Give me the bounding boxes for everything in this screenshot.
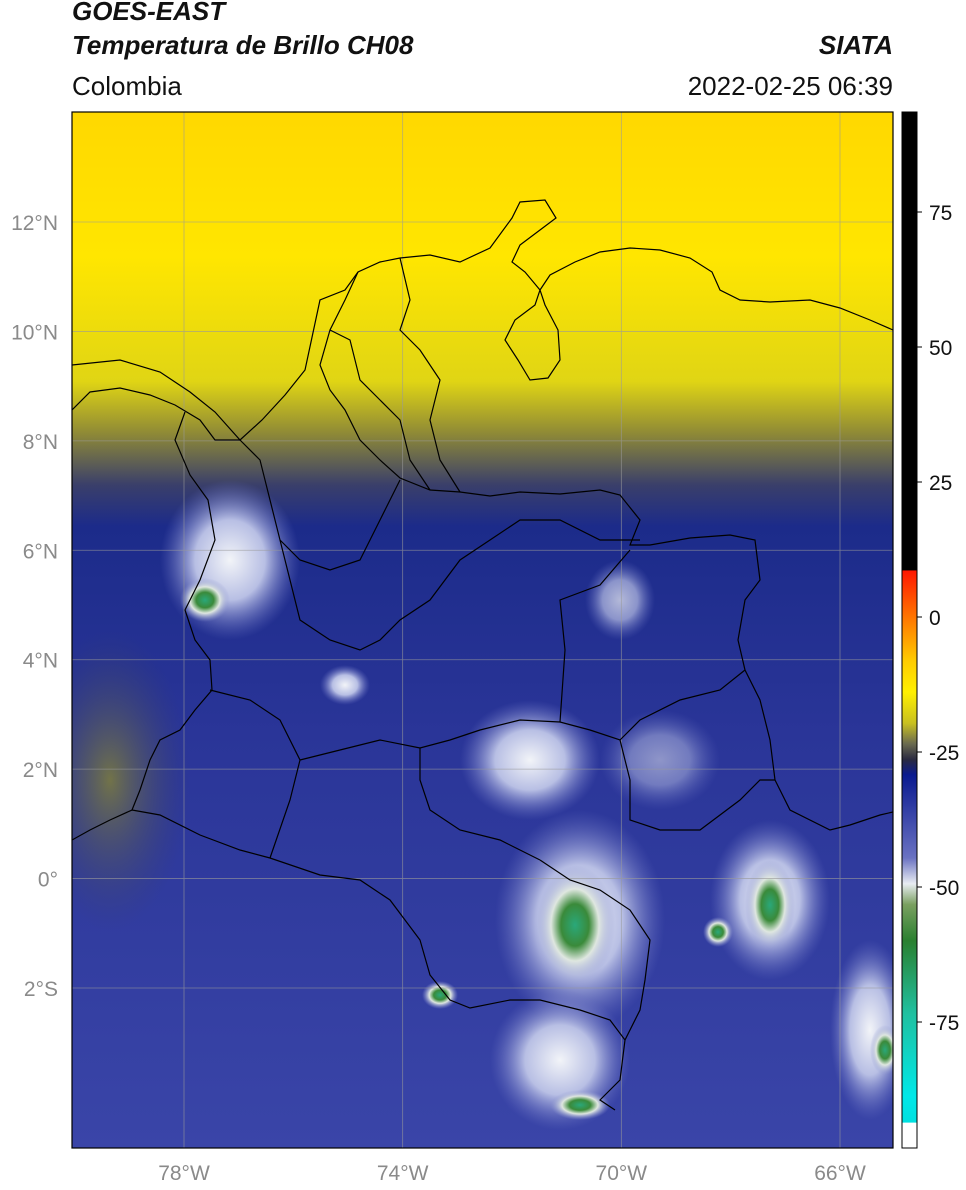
colorbar-tick-label: 50 bbox=[929, 337, 952, 360]
internal-departments-4 bbox=[299, 669, 746, 761]
internal-departments-7 bbox=[619, 739, 775, 831]
colorbar bbox=[901, 111, 918, 1149]
internal-departments-3 bbox=[209, 689, 301, 859]
coastline-caribbean bbox=[72, 199, 893, 441]
border-panama-colombia bbox=[72, 387, 240, 441]
lat-tick-label: 0° bbox=[38, 869, 58, 892]
colorbar-tick-label: 75 bbox=[929, 202, 952, 225]
latitude-labels: 12°N 10°N 8°N 6°N 4°N 2°N 0° 2°S bbox=[11, 212, 58, 1001]
map-frame bbox=[71, 111, 894, 1149]
internal-departments-5 bbox=[419, 748, 541, 861]
internal-departments-2 bbox=[279, 519, 640, 651]
border-colombia-ecuador-peru bbox=[131, 809, 626, 1111]
lon-tick-label: 78°W bbox=[158, 1162, 210, 1185]
region-label: Colombia bbox=[72, 71, 182, 101]
lon-tick-label: 70°W bbox=[596, 1162, 648, 1185]
internal-departments-1 bbox=[239, 439, 401, 571]
lon-tick-label: 74°W bbox=[377, 1162, 429, 1185]
lat-tick-label: 6°N bbox=[23, 540, 58, 563]
lon-tick-label: 66°W bbox=[814, 1162, 866, 1185]
colorbar-tick-label: -25 bbox=[929, 742, 959, 765]
brightness-temperature-field bbox=[72, 112, 893, 1148]
title-line-1: GOES-EAST bbox=[72, 0, 226, 26]
lat-tick-label: 10°N bbox=[11, 321, 58, 344]
colorbar-tick-label: -75 bbox=[929, 1012, 959, 1035]
border-colombia-venezuela bbox=[319, 271, 893, 831]
colorbar-tick-label: 0 bbox=[929, 607, 941, 630]
timestamp: 2022-02-25 06:39 bbox=[687, 71, 893, 101]
internal-departments-8 bbox=[329, 329, 431, 491]
title-line-2: Temperatura de Brillo CH08 bbox=[72, 30, 414, 60]
colorbar-ticks: 75 50 25 0 -25 -50 -75 bbox=[917, 202, 959, 1035]
lat-tick-label: 2°S bbox=[24, 978, 58, 1001]
graticule bbox=[72, 112, 893, 1148]
border-colombia-brazil bbox=[539, 859, 651, 1041]
colorbar-tick-label: -50 bbox=[929, 877, 959, 900]
internal-departments-6 bbox=[559, 549, 631, 723]
lat-tick-label: 12°N bbox=[11, 212, 58, 235]
longitude-labels: 78°W 74°W 70°W 66°W bbox=[158, 1162, 866, 1185]
lat-tick-label: 4°N bbox=[23, 650, 58, 673]
source-label: SIATA bbox=[818, 30, 893, 60]
colorbar-tick-label: 25 bbox=[929, 472, 952, 495]
political-boundaries bbox=[72, 199, 893, 1111]
lat-tick-label: 2°N bbox=[23, 759, 58, 782]
lat-tick-label: 8°N bbox=[23, 431, 58, 454]
internal-departments-9 bbox=[399, 257, 461, 493]
